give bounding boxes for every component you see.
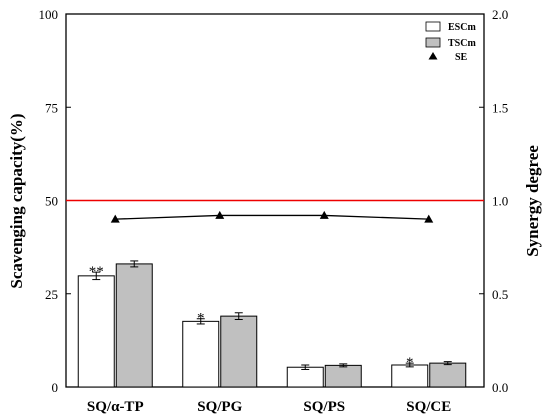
y-right-tick-label: 0.5: [492, 287, 508, 302]
significance-group: ****: [89, 264, 414, 371]
y-left-tick-label: 50: [45, 194, 58, 209]
y-right-tick-label: 1.5: [492, 100, 508, 115]
significance-marker: *: [406, 355, 414, 371]
bar-tscm: [220, 315, 258, 388]
y-axis-left: 0 25 50 75 100: [39, 7, 71, 395]
significance-marker: **: [89, 264, 104, 280]
se-point: [424, 214, 434, 223]
bar-escm: [77, 275, 115, 388]
y-left-tick-label: 25: [45, 287, 58, 302]
bar-tscm: [115, 263, 153, 388]
legend-marker-se: [428, 52, 438, 60]
bars-group: [77, 263, 467, 388]
se-point: [110, 214, 120, 223]
y-left-tick-label: 75: [45, 100, 58, 115]
y-axis-title-left: Scavenging capacity(%): [7, 113, 26, 288]
x-tick-label: SQ/α-TP: [87, 399, 144, 415]
bar-tscm: [324, 364, 362, 388]
legend-label-se: SE: [455, 52, 468, 63]
bar-tscm: [429, 362, 467, 388]
bar-escm: [286, 366, 324, 388]
y-right-tick-label: 0.0: [492, 380, 508, 395]
legend-swatch-tscm: [425, 37, 441, 48]
x-tick-label: SQ/CE: [406, 399, 451, 415]
se-line-group: [110, 210, 434, 223]
se-point: [319, 210, 329, 219]
bar-escm: [182, 320, 220, 388]
y-axis-right: 0.0 0.5 1.0 1.5 2.0: [479, 7, 508, 395]
se-point: [215, 210, 225, 219]
legend-swatch-escm: [425, 21, 441, 32]
y-left-tick-label: 100: [39, 7, 59, 22]
y-right-tick-label: 1.0: [492, 194, 508, 209]
y-left-tick-label: 0: [52, 380, 59, 395]
significance-marker: *: [197, 311, 205, 327]
legend: ESCm TSCm SE: [425, 21, 476, 63]
legend-label-escm: ESCm: [448, 22, 476, 33]
x-axis-labels: SQ/α-TP SQ/PG SQ/PS SQ/CE: [87, 399, 451, 415]
x-tick-label: SQ/PS: [303, 399, 345, 415]
x-tick-label: SQ/PG: [197, 399, 242, 415]
legend-label-tscm: TSCm: [448, 38, 476, 49]
y-axis-title-right: Synergy degree: [523, 145, 542, 257]
y-right-tick-label: 2.0: [492, 7, 508, 22]
se-line: [115, 214, 429, 220]
error-bars-group: [92, 260, 452, 370]
